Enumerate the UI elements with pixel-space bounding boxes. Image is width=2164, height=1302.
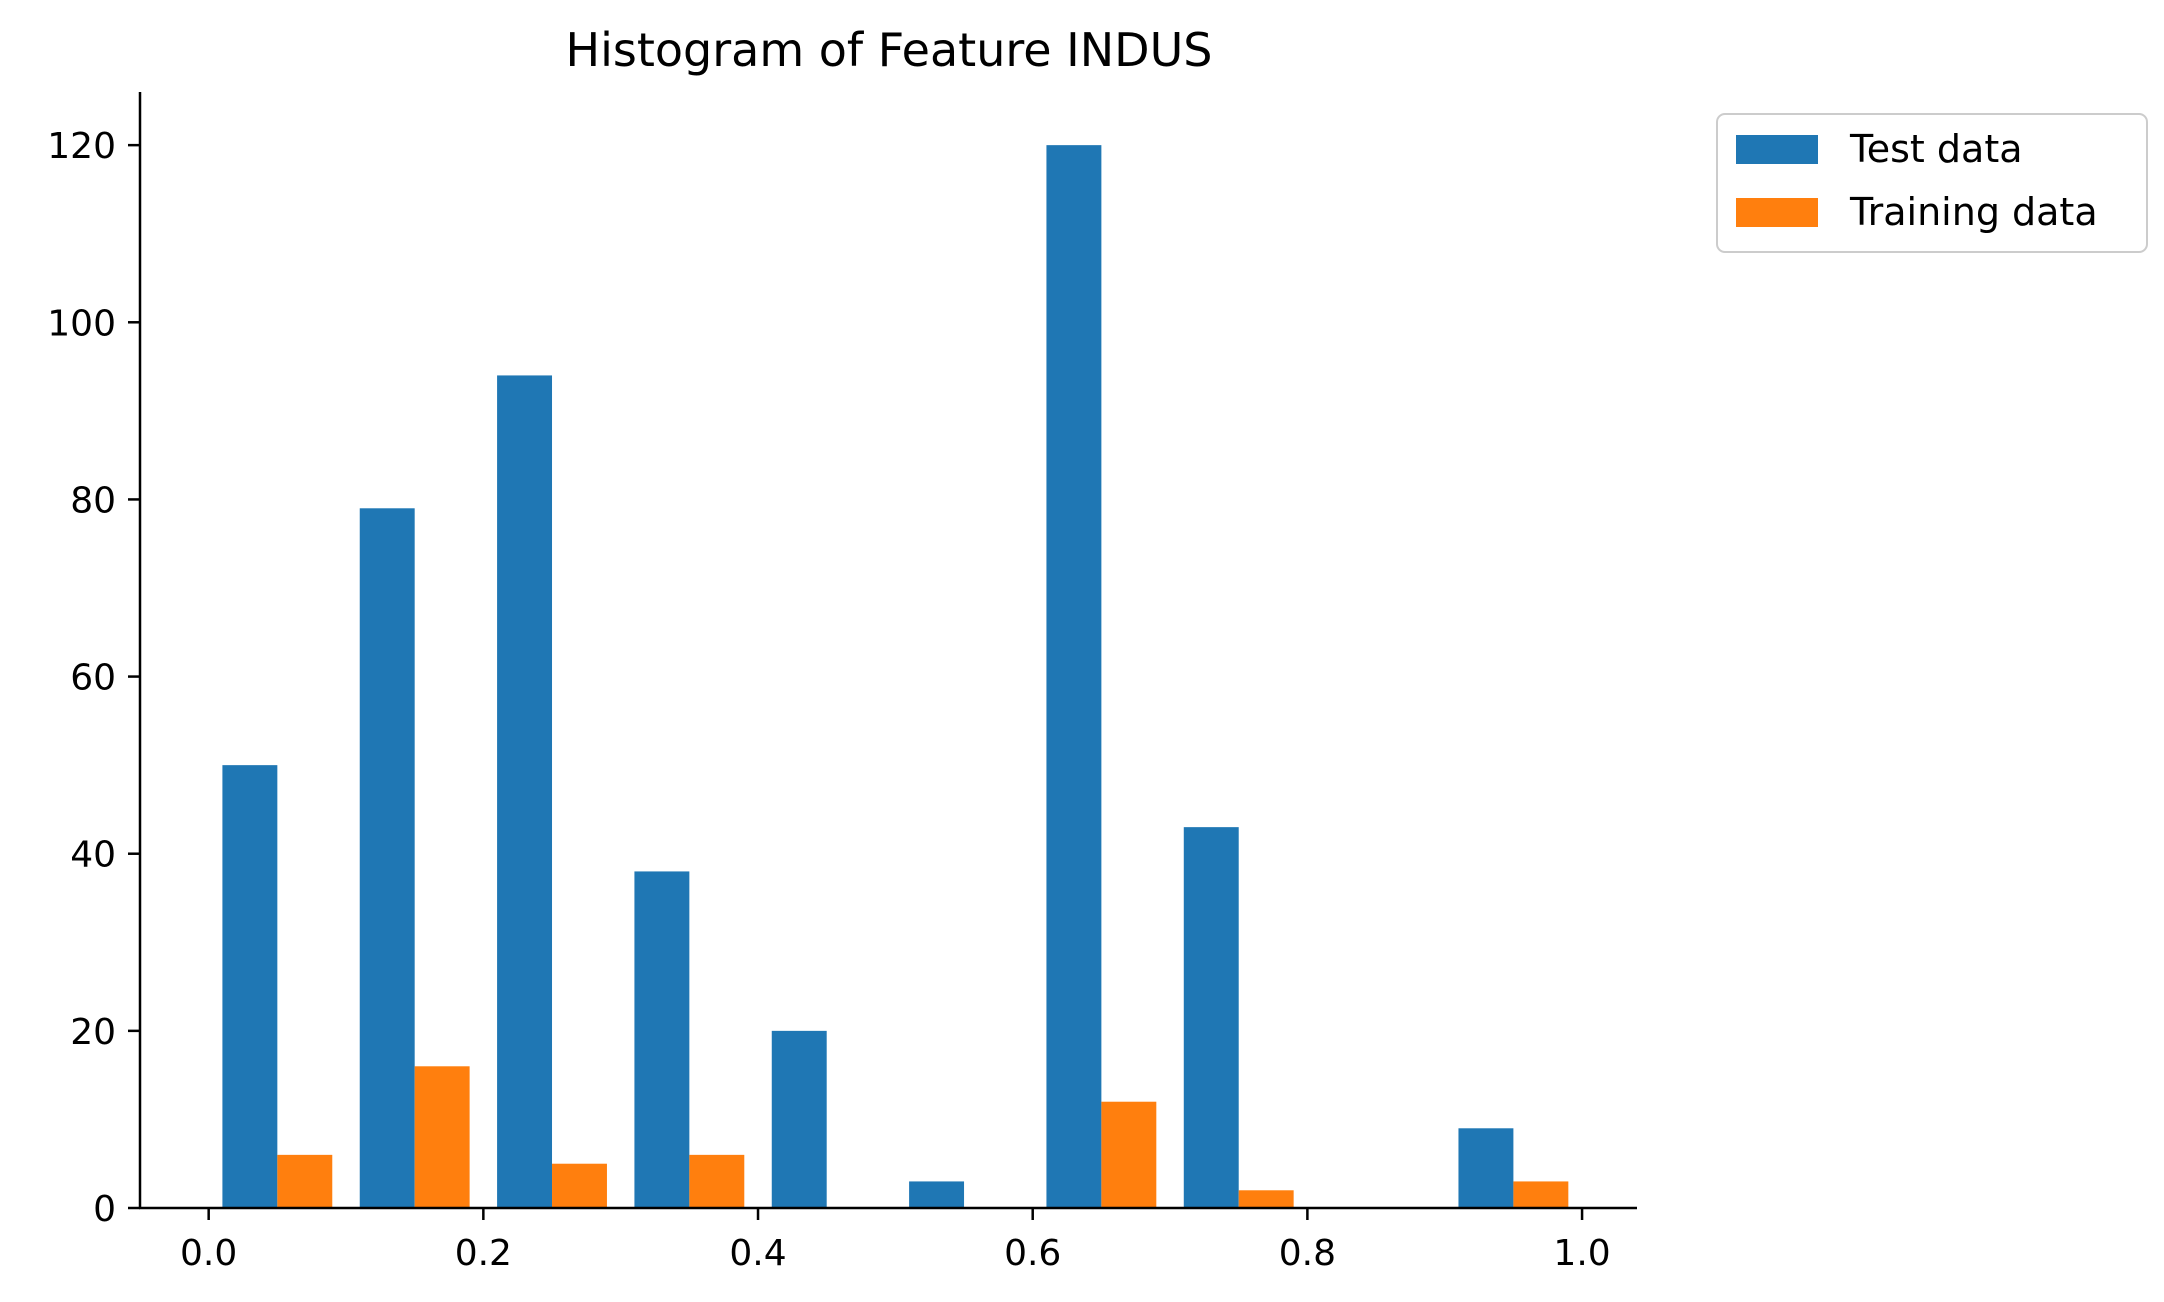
bar-training-0 (277, 1154, 333, 1208)
bar-training-7 (1238, 1190, 1294, 1208)
legend-swatch-test (1736, 135, 1818, 164)
axes-layer (138, 92, 1637, 1210)
bar-training-3 (689, 1154, 745, 1208)
x-tick-label: 0.0 (180, 1233, 237, 1274)
legend-label-test: Test data (1849, 127, 2023, 171)
legend-frame (1716, 113, 2148, 253)
y-ticks: 0 20 40 60 80 100 120 (47, 126, 140, 1230)
bar-test-0 (222, 765, 278, 1208)
x-tick-label: 0.6 (1004, 1233, 1061, 1274)
bar-training-1 (414, 1066, 470, 1208)
bar-test-1 (359, 508, 415, 1208)
bar-test-2 (497, 375, 553, 1208)
y-tick-label: 0 (93, 1189, 116, 1230)
bar-training-6 (1101, 1101, 1157, 1208)
legend: Test data Training data (1716, 113, 2148, 253)
x-tick-label: 0.4 (729, 1233, 786, 1274)
bar-test-3 (634, 871, 690, 1208)
y-tick-label: 80 (70, 480, 116, 521)
bar-test-5 (909, 1181, 965, 1208)
x-tick-label: 0.2 (455, 1233, 512, 1274)
bar-test-4 (771, 1030, 827, 1208)
bar-test-7 (1183, 827, 1239, 1208)
y-tick-label: 120 (47, 126, 116, 167)
legend-label-training: Training data (1849, 190, 2098, 234)
y-tick-label: 40 (70, 835, 116, 876)
x-tick-label: 1.0 (1553, 1233, 1610, 1274)
bar-test-6 (1046, 145, 1102, 1209)
bar-training-9 (1513, 1181, 1569, 1208)
bar-test-9 (1458, 1128, 1514, 1208)
y-tick-label: 100 (47, 303, 116, 344)
x-tick-label: 0.8 (1279, 1233, 1336, 1274)
y-tick-label: 20 (70, 1012, 116, 1053)
legend-swatch-training (1736, 198, 1818, 227)
bar-training-2 (552, 1163, 607, 1208)
chart-title: Histogram of Feature INDUS (566, 23, 1213, 77)
y-tick-label: 60 (70, 658, 116, 699)
bars-layer (222, 145, 1569, 1209)
x-ticks: 0.0 0.2 0.4 0.6 0.8 1.0 (180, 1208, 1611, 1274)
